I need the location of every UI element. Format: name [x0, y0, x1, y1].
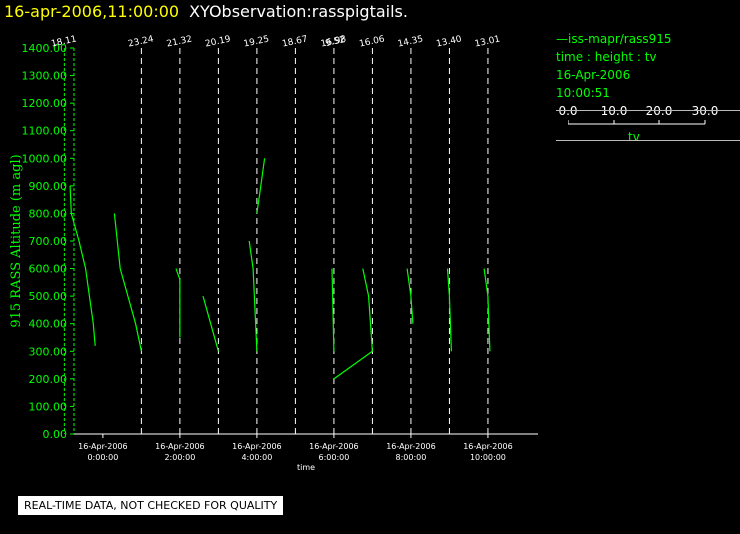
x-axis-title: time: [297, 463, 315, 472]
profile-label: 18.67: [281, 34, 308, 49]
profile-label: 16.06: [358, 34, 386, 49]
tv-scale-bar: 0.0 10.0 20.0 30.0: [558, 104, 736, 142]
y-tick-label: 1100.00: [22, 125, 68, 138]
header-date: 16-apr-2006,11:00:00: [4, 2, 180, 21]
tv-tick-30: 30.0: [691, 104, 719, 118]
profile-label: 23.24: [127, 34, 155, 49]
profile-trace: [406, 268, 414, 324]
tv-tick-10: 10.0: [600, 104, 628, 118]
x-tick-time: 8:00:00: [396, 453, 427, 462]
profile-label: 20.19: [204, 34, 232, 49]
y-tick-label: 1000.00: [22, 152, 68, 165]
y-tick-label: 700.00: [29, 235, 68, 248]
legend-date: 16-Apr-2006: [556, 68, 631, 82]
chart-header: 16-apr-2006,11:00:00 XYObservation:rasspi…: [4, 2, 408, 21]
x-tick-date: 16-Apr-2006: [386, 442, 435, 451]
legend-series: —iss-mapr/rass915: [556, 32, 672, 46]
profile-trace: [331, 268, 335, 352]
profile-trace: [175, 268, 181, 338]
legend-time: 10:00:51: [556, 86, 610, 100]
y-tick-label: 400.00: [29, 318, 68, 331]
y-tick-label: 800.00: [29, 207, 68, 220]
x-tick-time: 4:00:00: [241, 453, 272, 462]
legend-divider-bottom: [556, 140, 740, 141]
x-tick-date: 16-Apr-2006: [155, 442, 204, 451]
profile-trace: [446, 268, 452, 352]
y-tick-label: 1200.00: [22, 97, 68, 110]
profile-label: 13.01: [474, 34, 501, 49]
x-tick-time: 2:00:00: [164, 453, 195, 462]
profile-trace: [256, 158, 266, 214]
y-tick-label: 1400.00: [22, 42, 68, 55]
profile-label: 19.25: [243, 34, 270, 49]
profile-trace: [248, 240, 258, 352]
x-tick-date: 16-Apr-2006: [309, 442, 358, 451]
profile-trace: [202, 295, 219, 352]
x-tick-time: 6:00:00: [318, 453, 349, 462]
legend-divider-top: [556, 110, 740, 111]
tv-scale-axis: [568, 120, 706, 125]
tv-tick-0: 0.0: [558, 104, 578, 118]
quality-notice: REAL-TIME DATA, NOT CHECKED FOR QUALITY: [18, 496, 284, 515]
profile-label: 14.35: [397, 34, 424, 49]
profile-trace: [69, 185, 96, 346]
profile-trace: [113, 213, 142, 352]
x-tick-date: 16-Apr-2006: [78, 442, 127, 451]
y-tick-label: 200.00: [29, 373, 68, 386]
x-tick-date: 16-Apr-2006: [463, 442, 512, 451]
y-tick-label: 300.00: [29, 345, 68, 358]
profile-trace: [333, 350, 373, 380]
legend: —iss-mapr/rass915 time : height : tv 16-…: [556, 30, 740, 144]
header-title: XYObservation:rasspigtails.: [189, 2, 408, 21]
x-tick-time: 0:00:00: [87, 453, 118, 462]
x-tick-time: 10:00:00: [470, 453, 506, 462]
x-tick-date: 16-Apr-2006: [232, 442, 281, 451]
profile-label: 9.52: [325, 35, 347, 49]
y-tick-label: 900.00: [29, 180, 68, 193]
legend-line2: time : height : tv: [556, 50, 657, 64]
tv-scale-label: tv: [628, 130, 640, 144]
y-tick-label: 100.00: [29, 400, 68, 413]
tv-tick-20: 20.0: [645, 104, 673, 118]
y-tick-label: 0.00: [43, 428, 68, 441]
y-axis-title: 915 RASS Altitude (m agl): [9, 154, 24, 327]
y-tick-label: 500.00: [29, 290, 68, 303]
profile-label: 13.40: [435, 34, 463, 49]
y-tick-label: 600.00: [29, 263, 68, 276]
profile-trace: [362, 268, 373, 352]
y-tick-label: 1300.00: [22, 70, 68, 83]
profile-label: 21.32: [166, 34, 193, 49]
profile-trace: [483, 268, 491, 352]
